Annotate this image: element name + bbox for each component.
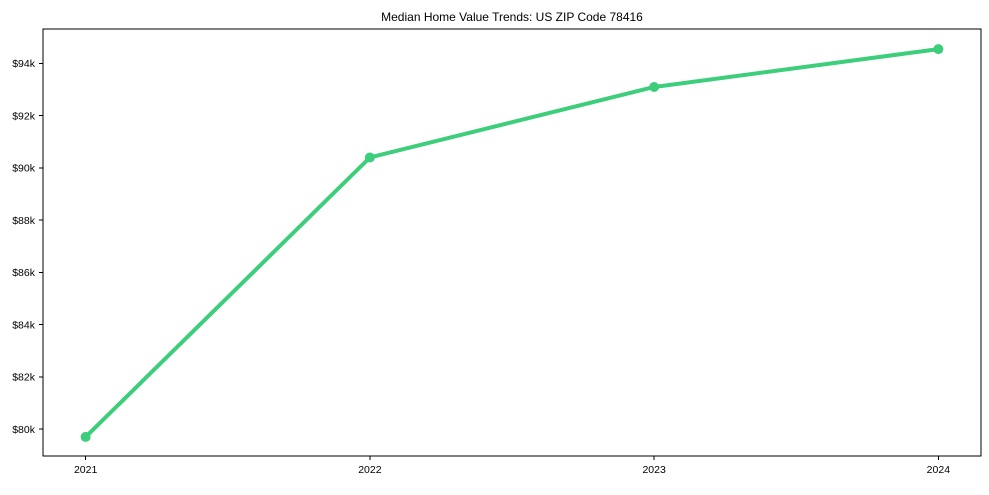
y-tick-label: $84k bbox=[12, 319, 36, 331]
y-tick-label: $80k bbox=[12, 424, 36, 436]
y-tick-label: $82k bbox=[12, 372, 36, 384]
y-tick-label: $92k bbox=[12, 110, 36, 122]
data-point bbox=[933, 44, 944, 55]
plot-layer bbox=[80, 44, 944, 442]
x-tick-label: 2022 bbox=[358, 464, 382, 476]
y-tick-label: $88k bbox=[12, 215, 36, 227]
y-tick-label: $86k bbox=[12, 267, 36, 279]
data-point bbox=[364, 152, 375, 163]
trend-line bbox=[83, 47, 941, 439]
x-tick-label: 2023 bbox=[642, 464, 666, 476]
plot-border bbox=[42, 28, 982, 457]
axes-layer: $80k $82k $84k $86k $88k $90k $92k $94k 2021 2022… bbox=[12, 28, 982, 476]
x-tick-label: 2021 bbox=[74, 464, 98, 476]
chart-title: Median Home Value Trends: US ZIP Code 78… bbox=[381, 10, 643, 24]
y-tick-label: $90k bbox=[12, 163, 36, 175]
data-point bbox=[649, 81, 660, 92]
x-tick-label: 2024 bbox=[927, 464, 951, 476]
data-point bbox=[80, 431, 91, 442]
y-tick-label: $94k bbox=[12, 58, 36, 70]
